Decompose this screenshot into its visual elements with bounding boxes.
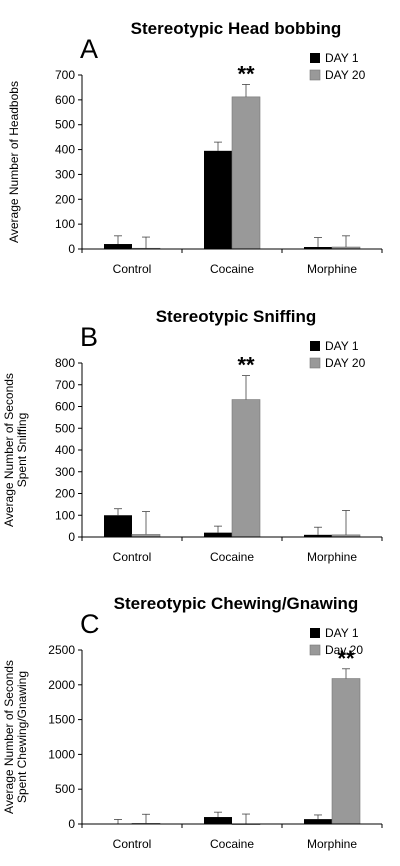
y-tick-label: 700	[55, 378, 75, 392]
legend-label: DAY 1	[325, 51, 359, 65]
chart-panel-b: Stereotypic Sniffing B Average Number of S…	[0, 288, 400, 574]
y-axis-label: Average Number of Seconds	[2, 660, 16, 814]
y-tick-label: 300	[55, 167, 75, 181]
y-tick-label: 500	[55, 782, 75, 796]
bar-day1	[104, 244, 132, 249]
y-axis-label: Spent Chewing/Gnawing	[15, 671, 29, 803]
bar-day20	[231, 96, 261, 250]
legend-swatch-day20	[309, 644, 321, 656]
bar-day1	[204, 817, 232, 824]
y-tick-label: 400	[55, 443, 75, 457]
x-tick-label: Control	[113, 550, 152, 564]
y-tick-label: 0	[68, 817, 75, 831]
chart-title: Stereotypic Head bobbing	[131, 19, 342, 38]
legend-label: Day 20	[325, 643, 363, 657]
y-tick-label: 600	[55, 93, 75, 107]
significance-marker: **	[237, 61, 255, 86]
legend-label: DAY 1	[325, 626, 359, 640]
x-tick-label: Cocaine	[210, 262, 254, 276]
y-axis-label: Average Number of Headbobs	[7, 81, 21, 243]
bar-day1	[204, 150, 232, 249]
bar-day1	[304, 247, 332, 249]
chart-c-svg: Stereotypic Chewing/Gnawing C Average Numb…	[2, 594, 383, 851]
chart-panel-c: Stereotypic Chewing/Gnawing C Average Numb…	[0, 575, 400, 861]
chart-a-svg: Stereotypic Head bobbing A Average Number …	[7, 19, 383, 276]
y-tick-label: 700	[55, 68, 75, 82]
y-tick-label: 200	[55, 487, 75, 501]
x-tick-label: Control	[113, 837, 152, 851]
significance-marker: **	[237, 353, 255, 378]
x-tick-label: Cocaine	[210, 550, 254, 564]
panel-letter: C	[80, 609, 100, 639]
chart-title: Stereotypic Chewing/Gnawing	[114, 594, 359, 613]
y-tick-label: 600	[55, 400, 75, 414]
chart-title: Stereotypic Sniffing	[156, 307, 317, 326]
legend-swatch-day20	[309, 69, 321, 81]
y-axis-label: Spent Sniffing	[15, 413, 29, 488]
y-tick-label: 400	[55, 143, 75, 157]
y-tick-label: 100	[55, 508, 75, 522]
y-tick-label: 800	[55, 356, 75, 370]
y-tick-label: 0	[68, 242, 75, 256]
legend-swatch-day1	[310, 628, 320, 638]
x-tick-label: Morphine	[307, 837, 357, 851]
panel-letter: B	[80, 322, 98, 352]
chart-b-svg: Stereotypic Sniffing B Average Number of S…	[2, 307, 383, 564]
panel-letter: A	[80, 34, 98, 64]
bar-day20	[231, 399, 261, 538]
legend-label: DAY 20	[325, 356, 366, 370]
legend-swatch-day1	[310, 341, 320, 351]
bar-day1	[104, 515, 132, 537]
y-tick-label: 300	[55, 465, 75, 479]
y-tick-label: 2000	[48, 678, 75, 692]
legend-swatch-day20	[309, 357, 321, 369]
legend-label: DAY 1	[325, 339, 359, 353]
y-tick-label: 200	[55, 192, 75, 206]
y-tick-label: 1000	[48, 747, 75, 761]
y-tick-label: 100	[55, 217, 75, 231]
y-axis-label: Average Number of Seconds	[2, 373, 16, 527]
y-tick-label: 2500	[48, 643, 75, 657]
x-tick-label: Cocaine	[210, 837, 254, 851]
y-tick-label: 0	[68, 530, 75, 544]
y-tick-label: 500	[55, 118, 75, 132]
bar-day1	[204, 532, 232, 537]
significance-marker: **	[337, 646, 355, 671]
bar-day1	[304, 819, 332, 824]
x-tick-label: Morphine	[307, 262, 357, 276]
x-tick-label: Control	[113, 262, 152, 276]
y-tick-label: 1500	[48, 713, 75, 727]
bar-day1	[304, 534, 332, 537]
legend-swatch-day1	[310, 53, 320, 63]
legend-label: DAY 20	[325, 68, 366, 82]
chart-panel-a: Stereotypic Head bobbing A Average Number …	[0, 0, 400, 286]
bar-day20	[331, 678, 361, 825]
y-tick-label: 500	[55, 421, 75, 435]
x-tick-label: Morphine	[307, 550, 357, 564]
